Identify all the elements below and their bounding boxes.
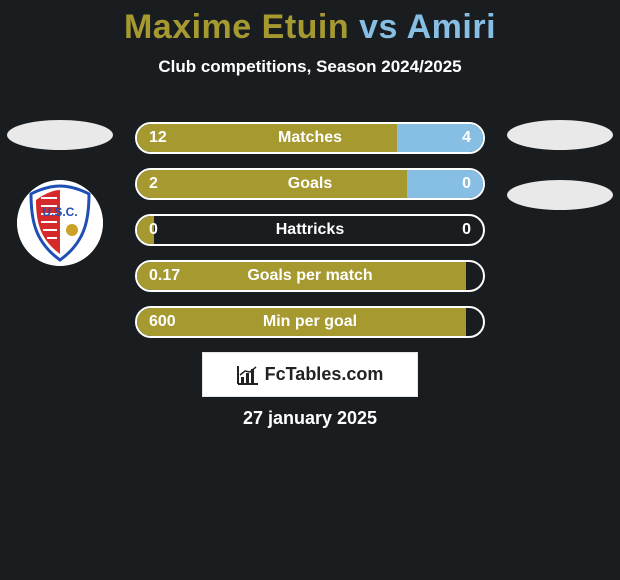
title-vs: vs <box>359 8 398 46</box>
svg-text:U.S.C.: U.S.C. <box>42 205 77 219</box>
subtitle: Club competitions, Season 2024/2025 <box>0 57 620 77</box>
page-title: Maxime Etuin vs Amiri <box>0 0 620 47</box>
title-player1: Maxime Etuin <box>124 8 349 46</box>
logos-right <box>505 120 615 210</box>
comparison-bars: 124Matches 20Goals 00Hattricks 0.17Goals pe… <box>135 122 485 338</box>
brand-text: FcTables.com <box>265 364 384 385</box>
logos-left: U.S.C. <box>5 120 115 266</box>
club-logo-left-2-usc-crest: U.S.C. <box>17 180 103 266</box>
bar-label: Hattricks <box>137 221 483 239</box>
bar-row-min-per-goal: 600Min per goal <box>135 306 485 338</box>
date: 27 january 2025 <box>0 408 620 429</box>
club-logo-right-2 <box>507 180 613 210</box>
brand-badge: FcTables.com <box>202 352 418 397</box>
bar-row-goals: 20Goals <box>135 168 485 200</box>
bar-label: Matches <box>137 129 483 147</box>
bar-row-goals-per-match: 0.17Goals per match <box>135 260 485 292</box>
bar-label: Min per goal <box>137 313 483 331</box>
title-player2: Amiri <box>407 8 496 46</box>
bar-label: Goals per match <box>137 267 483 285</box>
bar-row-hattricks: 00Hattricks <box>135 214 485 246</box>
bar-label: Goals <box>137 175 483 193</box>
club-logo-left-1 <box>7 120 113 150</box>
bar-row-matches: 124Matches <box>135 122 485 154</box>
club-logo-right-1 <box>507 120 613 150</box>
bar-chart-icon <box>237 365 259 385</box>
